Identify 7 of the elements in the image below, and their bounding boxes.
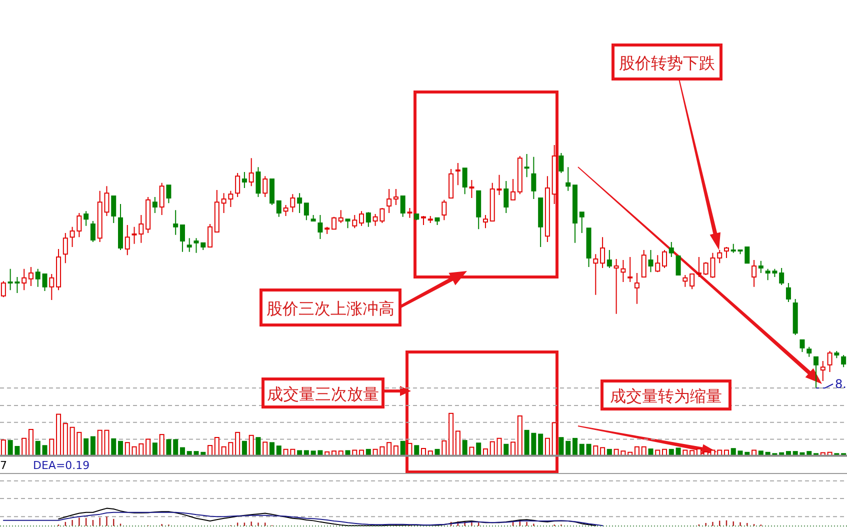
text: 股价转势下跌 [619, 54, 715, 72]
annotation: 8. [835, 377, 846, 391]
text: DEA=0.19 [33, 459, 90, 472]
text: 7 [0, 459, 7, 472]
annotation: 股价三次上涨冲高 [266, 299, 394, 318]
annotation: 成交量三次放量 [267, 384, 379, 404]
annotation: 成交量转为缩量 [610, 386, 722, 406]
